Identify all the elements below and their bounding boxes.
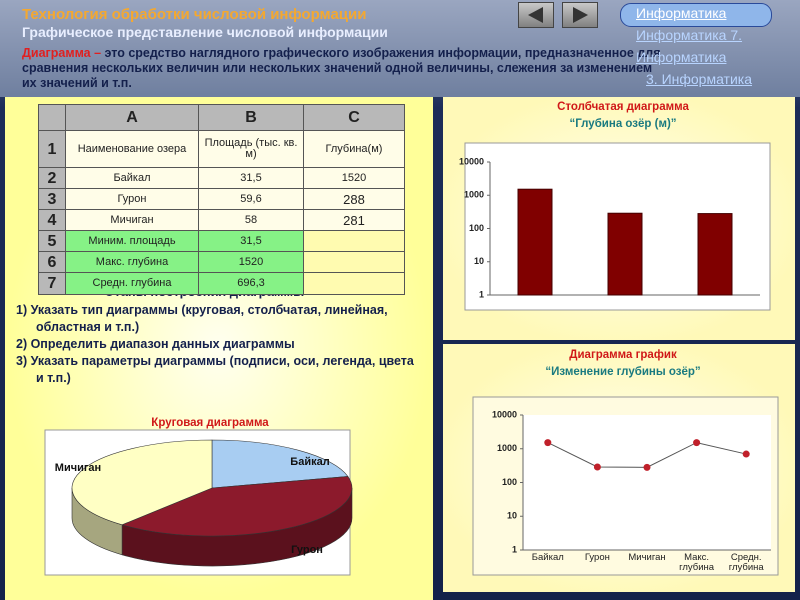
chart-title: Круговая диаграмма: [151, 417, 269, 429]
marker: [643, 463, 651, 471]
y-tick-label: 100: [469, 223, 484, 233]
y-tick-label: 1000: [497, 443, 517, 453]
row-number: 1: [38, 130, 66, 168]
marker: [693, 439, 701, 447]
marker: [593, 463, 601, 471]
y-tick-label: 1: [479, 289, 484, 299]
table-cell: Байкал: [65, 167, 199, 189]
y-tick-label: 10000: [492, 409, 517, 419]
row-number: 4: [38, 209, 66, 231]
column-header: A: [65, 104, 199, 131]
next-icon: [573, 7, 588, 23]
x-tick-label: Мичиган: [628, 552, 666, 563]
table-cell: 288: [303, 188, 405, 210]
prev-button[interactable]: [518, 2, 554, 28]
table-row: 3 Гурон 59,6 288: [38, 188, 405, 210]
term: Диаграмма –: [22, 46, 102, 60]
pie-slice: [121, 476, 353, 537]
row-number: 6: [38, 251, 66, 273]
y-tick-label: 10: [507, 511, 517, 521]
table-cell: 696,3: [198, 272, 304, 295]
prev-icon: [528, 7, 543, 23]
step: 3) Указать параметры диаграммы (подписи,…: [16, 354, 414, 385]
nav-oval[interactable]: [620, 3, 772, 27]
pie-slice: [71, 439, 213, 526]
step: 2) Определить диапазон данных диаграммы: [16, 337, 295, 351]
chart-title: Столбчатая диаграмма: [557, 101, 689, 113]
pie-label: Мичиган: [55, 462, 101, 474]
arrow: [573, 7, 588, 23]
table-row: 6 Макс. глубина 1520: [38, 251, 405, 273]
pie-label: Гурон: [291, 544, 323, 556]
chart-subtitle: “Глубина озёр (м)”: [569, 118, 676, 130]
y-tick-label: 10000: [459, 156, 484, 166]
definition: Диаграмма – это средство наглядного граф…: [22, 46, 662, 91]
marker: [742, 450, 750, 458]
bar: [517, 188, 553, 296]
table-cell: Наименование озера: [65, 130, 199, 168]
bar: [697, 213, 733, 296]
title: Технология обработки числовой информации: [22, 6, 367, 23]
next-button[interactable]: [562, 2, 598, 28]
table-cell: Макс. глубина: [65, 251, 199, 273]
pie-label: Байкал: [290, 456, 329, 468]
table-box: A B C 1 Наименование озера Площадь (тыс. кв. …: [38, 104, 405, 295]
subtitle: Графическое представление числовой инфор…: [22, 24, 388, 40]
row-number: 7: [38, 272, 66, 295]
y-tick-label: 1000: [464, 190, 484, 200]
arrow: [528, 7, 543, 23]
table-cell-empty: [303, 230, 405, 252]
table-cell-empty: [303, 251, 405, 273]
nav-link[interactable]: Информатика: [636, 5, 727, 21]
table: A B C 1 Наименование озера Площадь (тыс. кв. …: [38, 104, 405, 295]
x-tick-label: Средн. глубина: [728, 552, 764, 573]
step: 1) Указать тип диаграммы (круговая, стол…: [16, 303, 388, 334]
bar: [607, 212, 643, 296]
table-cell-empty: [303, 272, 405, 295]
table-cell: Глубина(м): [303, 130, 405, 168]
pie-slice: [211, 439, 349, 489]
marker: [544, 439, 552, 447]
nav-link[interactable]: Информатика: [636, 49, 727, 65]
table-cell: 59,6: [198, 188, 304, 210]
table-cell: 58: [198, 209, 304, 231]
x-tick-label: Байкал: [531, 552, 564, 563]
y-tick-label: 100: [502, 477, 517, 487]
corner: [38, 104, 66, 131]
plot-area: [523, 415, 771, 550]
nav-link[interactable]: 3. Информатика: [646, 71, 753, 87]
x-tick-label: Гурон: [584, 552, 610, 563]
table-cell: Мичиган: [65, 209, 199, 231]
table-cell: Средн. глубина: [65, 272, 199, 295]
chart-subtitle: “Изменение глубины озёр”: [545, 366, 700, 378]
y-tick-label: 10: [474, 256, 484, 266]
definition-text: это средство наглядного графического изо…: [22, 46, 661, 90]
table-cell: 1520: [198, 251, 304, 273]
table-cell: 1520: [303, 167, 405, 189]
table-row: 7 Средн. глубина 696,3: [38, 272, 405, 295]
nav-link[interactable]: Информатика 7.: [636, 27, 743, 43]
table-cell: 31,5: [198, 230, 304, 252]
table-row: 4 Мичиган 58 281: [38, 209, 405, 231]
table-row: 5 Миним. площадь 31,5: [38, 230, 405, 252]
column-header: C: [303, 104, 405, 131]
table-cell: Миним. площадь: [65, 230, 199, 252]
y-tick-label: 1: [512, 544, 517, 554]
x-tick-label: Макс. глубина: [679, 552, 715, 573]
steps: 1) Указать тип диаграммы (круговая, стол…: [16, 302, 416, 387]
chart-title: Диаграмма график: [569, 349, 677, 361]
row-number: 5: [38, 230, 66, 252]
